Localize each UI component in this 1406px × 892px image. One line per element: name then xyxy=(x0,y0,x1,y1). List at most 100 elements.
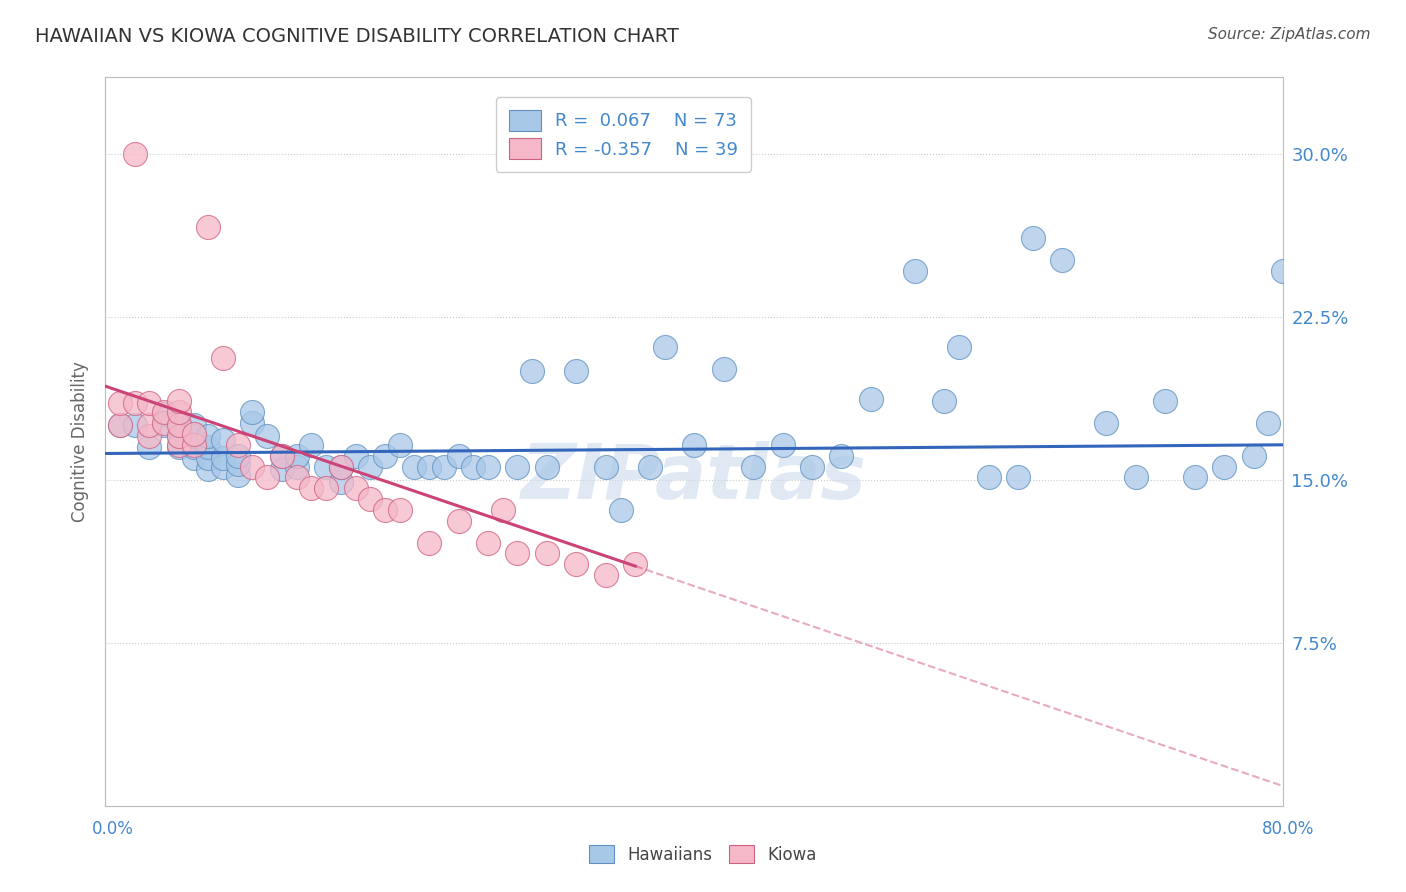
Point xyxy=(212,450,235,465)
Point xyxy=(153,418,176,433)
Point xyxy=(285,459,308,474)
Legend: R =  0.067    N = 73, R = -0.357    N = 39: R = 0.067 N = 73, R = -0.357 N = 39 xyxy=(496,97,751,171)
Point xyxy=(299,438,322,452)
Point xyxy=(138,418,160,433)
Point xyxy=(167,416,190,430)
Point xyxy=(167,418,190,433)
Point xyxy=(404,459,426,474)
Point xyxy=(1213,459,1236,474)
Point xyxy=(242,416,264,430)
Point xyxy=(595,459,617,474)
Point xyxy=(859,392,882,406)
Point xyxy=(1257,416,1279,430)
Point xyxy=(256,470,278,484)
Point xyxy=(212,351,235,365)
Text: HAWAIIAN VS KIOWA COGNITIVE DISABILITY CORRELATION CHART: HAWAIIAN VS KIOWA COGNITIVE DISABILITY C… xyxy=(35,27,679,45)
Point xyxy=(565,558,588,572)
Point xyxy=(772,438,794,452)
Point xyxy=(124,418,146,433)
Point xyxy=(212,459,235,474)
Point xyxy=(359,459,381,474)
Point xyxy=(153,408,176,422)
Point xyxy=(638,459,661,474)
Point xyxy=(124,396,146,410)
Point xyxy=(1022,231,1045,245)
Point xyxy=(270,449,292,463)
Point xyxy=(285,449,308,463)
Point xyxy=(522,364,544,378)
Point xyxy=(1095,416,1118,430)
Point xyxy=(388,503,411,517)
Legend: Hawaiians, Kiowa: Hawaiians, Kiowa xyxy=(582,838,824,871)
Point xyxy=(197,450,219,465)
Point xyxy=(285,470,308,484)
Text: Source: ZipAtlas.com: Source: ZipAtlas.com xyxy=(1208,27,1371,42)
Point xyxy=(226,468,249,483)
Y-axis label: Cognitive Disability: Cognitive Disability xyxy=(72,361,89,522)
Point xyxy=(256,429,278,443)
Point xyxy=(565,364,588,378)
Text: 80.0%: 80.0% xyxy=(1263,820,1315,838)
Text: 0.0%: 0.0% xyxy=(91,820,134,838)
Point xyxy=(242,459,264,474)
Point xyxy=(153,405,176,419)
Point xyxy=(388,438,411,452)
Point xyxy=(1007,470,1029,484)
Point xyxy=(167,394,190,409)
Point xyxy=(183,438,205,452)
Point xyxy=(977,470,1000,484)
Point xyxy=(197,220,219,235)
Point xyxy=(1243,449,1265,463)
Point xyxy=(800,459,823,474)
Point xyxy=(108,418,131,433)
Point xyxy=(167,429,190,443)
Point xyxy=(433,459,456,474)
Point xyxy=(463,459,485,474)
Point xyxy=(197,429,219,443)
Point xyxy=(315,459,337,474)
Point xyxy=(1052,253,1074,268)
Point xyxy=(683,438,706,452)
Point xyxy=(124,146,146,161)
Point xyxy=(197,461,219,475)
Point xyxy=(1125,470,1147,484)
Point xyxy=(713,361,735,376)
Point xyxy=(329,459,352,474)
Point xyxy=(536,547,558,561)
Point xyxy=(138,396,160,410)
Point xyxy=(654,340,676,354)
Point xyxy=(299,481,322,495)
Point xyxy=(329,459,352,474)
Point xyxy=(183,450,205,465)
Point xyxy=(197,440,219,454)
Point xyxy=(477,459,499,474)
Point xyxy=(447,449,470,463)
Point xyxy=(315,481,337,495)
Point xyxy=(624,558,647,572)
Point xyxy=(948,340,970,354)
Point xyxy=(329,475,352,489)
Point xyxy=(492,503,515,517)
Point xyxy=(270,461,292,475)
Point xyxy=(447,514,470,528)
Point xyxy=(344,449,367,463)
Point xyxy=(536,459,558,474)
Point xyxy=(167,438,190,452)
Point xyxy=(183,426,205,441)
Point xyxy=(183,429,205,443)
Point xyxy=(167,429,190,443)
Text: ZIPatlas: ZIPatlas xyxy=(522,441,868,515)
Point xyxy=(506,459,529,474)
Point xyxy=(1272,264,1295,278)
Point xyxy=(830,449,852,463)
Point xyxy=(153,416,176,430)
Point xyxy=(138,429,160,443)
Point xyxy=(212,434,235,448)
Point xyxy=(506,547,529,561)
Point xyxy=(167,440,190,454)
Point xyxy=(477,535,499,549)
Point xyxy=(242,405,264,419)
Point xyxy=(226,438,249,452)
Point xyxy=(108,418,131,433)
Point xyxy=(138,440,160,454)
